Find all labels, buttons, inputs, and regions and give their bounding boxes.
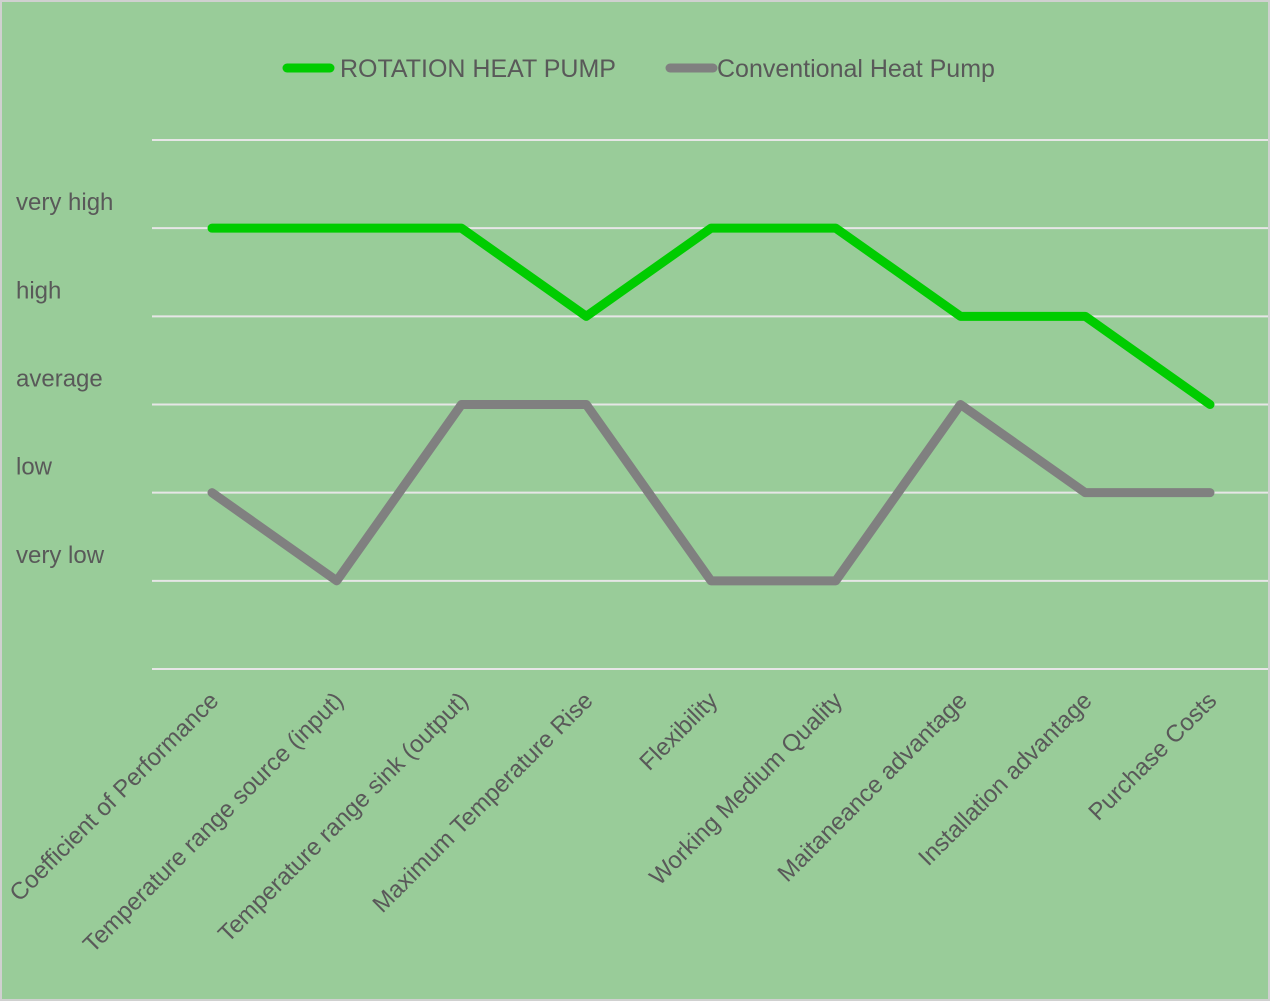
series-line-rotation-heat-pump (207, 223, 1215, 409)
y-tick-label: low (16, 454, 53, 481)
y-tick-label: average (16, 366, 103, 393)
legend-label-conventional-heat-pump: Conventional Heat Pump (717, 55, 995, 83)
y-tick-label: high (16, 277, 61, 304)
legend-label-rotation-heat-pump: ROTATION HEAT PUMP (340, 55, 616, 83)
series-line-conventional-heat-pump (207, 400, 1215, 586)
y-tick-label: very high (16, 189, 113, 216)
y-tick-label: very low (16, 542, 105, 569)
